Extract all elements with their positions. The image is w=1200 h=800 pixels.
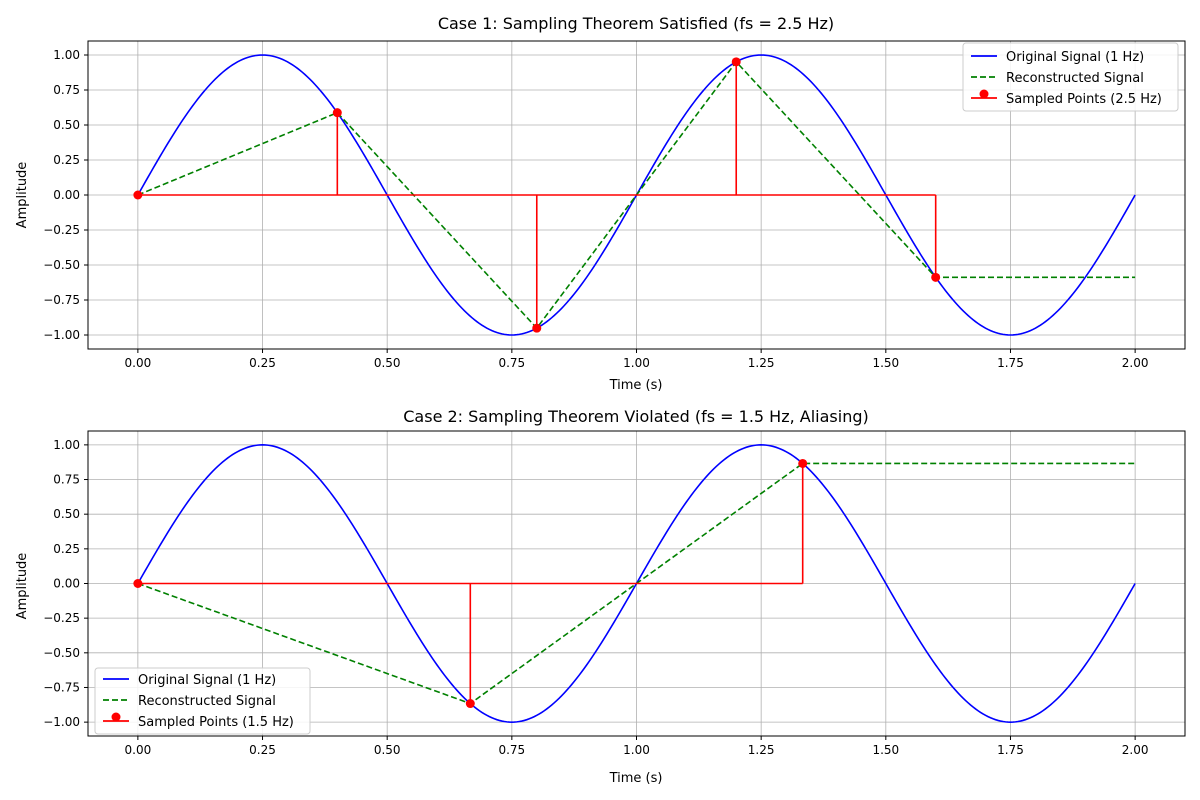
legend-label-sampled: Sampled Points (2.5 Hz)	[1006, 92, 1162, 107]
ticks: 0.00 0.25 0.50 0.75 1.00 1.25 1.50 1.75 2.00 1.00…	[43, 48, 1148, 370]
x-tick-label: 1.75	[997, 356, 1024, 370]
y-tick-label: −1.00	[43, 328, 80, 342]
plot-data	[133, 54, 1136, 336]
plot-data	[133, 444, 1136, 723]
sample-point	[731, 57, 741, 67]
y-tick-label: 0.00	[53, 188, 80, 202]
y-tick-label: 0.50	[53, 118, 80, 132]
x-tick-label: 1.00	[623, 356, 650, 370]
sample-point	[532, 323, 542, 333]
y-tick-label: 0.25	[53, 542, 80, 556]
legend-swatch-sampled-marker	[111, 712, 121, 722]
x-tick-label: 0.00	[125, 743, 152, 757]
y-tick-label: −1.00	[43, 715, 80, 729]
x-tick-label: 1.25	[748, 743, 775, 757]
legend: Original Signal (1 Hz) Reconstructed Sig…	[94, 667, 311, 735]
legend-swatch-sampled-marker	[979, 89, 989, 99]
x-tick-label: 0.50	[374, 743, 401, 757]
sample-point	[332, 108, 342, 118]
x-tick-label: 0.25	[249, 356, 276, 370]
x-tick-label: 0.75	[498, 356, 525, 370]
y-tick-label: −0.50	[43, 258, 80, 272]
y-tick-label: 1.00	[53, 48, 80, 62]
x-axis-label: Time (s)	[609, 378, 663, 393]
legend-label-original: Original Signal (1 Hz)	[1006, 50, 1144, 65]
x-tick-label: 2.00	[1122, 356, 1149, 370]
legend-frame	[962, 42, 1179, 112]
sample-point	[798, 458, 808, 468]
y-tick-label: −0.75	[43, 680, 80, 694]
x-tick-label: 1.00	[623, 743, 650, 757]
y-tick-label: 0.00	[53, 577, 80, 591]
legend-label-reconstructed: Reconstructed Signal	[138, 694, 276, 709]
legend-label-reconstructed: Reconstructed Signal	[1006, 71, 1144, 86]
y-tick-label: −0.25	[43, 611, 80, 625]
ticks: 0.00 0.25 0.50 0.75 1.00 1.25 1.50 1.75 2.00 1.00…	[43, 438, 1148, 757]
sample-point	[931, 272, 941, 282]
subplot-case-2: Case 2: Sampling Theorem Violated (fs = …	[15, 407, 1186, 786]
x-tick-label: 1.75	[997, 743, 1024, 757]
x-tick-label: 0.25	[249, 743, 276, 757]
x-axis-label: Time (s)	[609, 771, 663, 786]
y-tick-label: 0.75	[53, 83, 80, 97]
y-axis-label: Amplitude	[15, 162, 30, 229]
x-tick-label: 2.00	[1122, 743, 1149, 757]
y-tick-label: −0.25	[43, 223, 80, 237]
legend: Original Signal (1 Hz) Reconstructed Sig…	[962, 42, 1179, 112]
y-axis-label: Amplitude	[15, 553, 30, 620]
legend-frame	[94, 667, 311, 735]
sample-point	[133, 579, 143, 588]
x-tick-label: 0.75	[498, 743, 525, 757]
y-tick-label: 1.00	[53, 438, 80, 452]
x-tick-label: 1.25	[748, 356, 775, 370]
x-tick-label: 0.50	[374, 356, 401, 370]
x-tick-label: 1.50	[872, 743, 899, 757]
legend-label-sampled: Sampled Points (1.5 Hz)	[138, 715, 294, 730]
y-tick-label: 0.50	[53, 507, 80, 521]
subplot-title: Case 1: Sampling Theorem Satisfied (fs =…	[438, 14, 834, 33]
sample-point	[133, 190, 143, 200]
y-tick-label: 0.25	[53, 153, 80, 167]
subplot-title: Case 2: Sampling Theorem Violated (fs = …	[403, 407, 868, 426]
x-tick-label: 0.00	[125, 356, 152, 370]
subplot-case-1: Case 1: Sampling Theorem Satisfied (fs =…	[15, 14, 1186, 393]
legend-label-original: Original Signal (1 Hz)	[138, 673, 276, 688]
sample-point	[465, 699, 475, 709]
x-tick-label: 1.50	[872, 356, 899, 370]
y-tick-label: −0.75	[43, 293, 80, 307]
y-tick-label: −0.50	[43, 646, 80, 660]
y-tick-label: 0.75	[53, 473, 80, 487]
